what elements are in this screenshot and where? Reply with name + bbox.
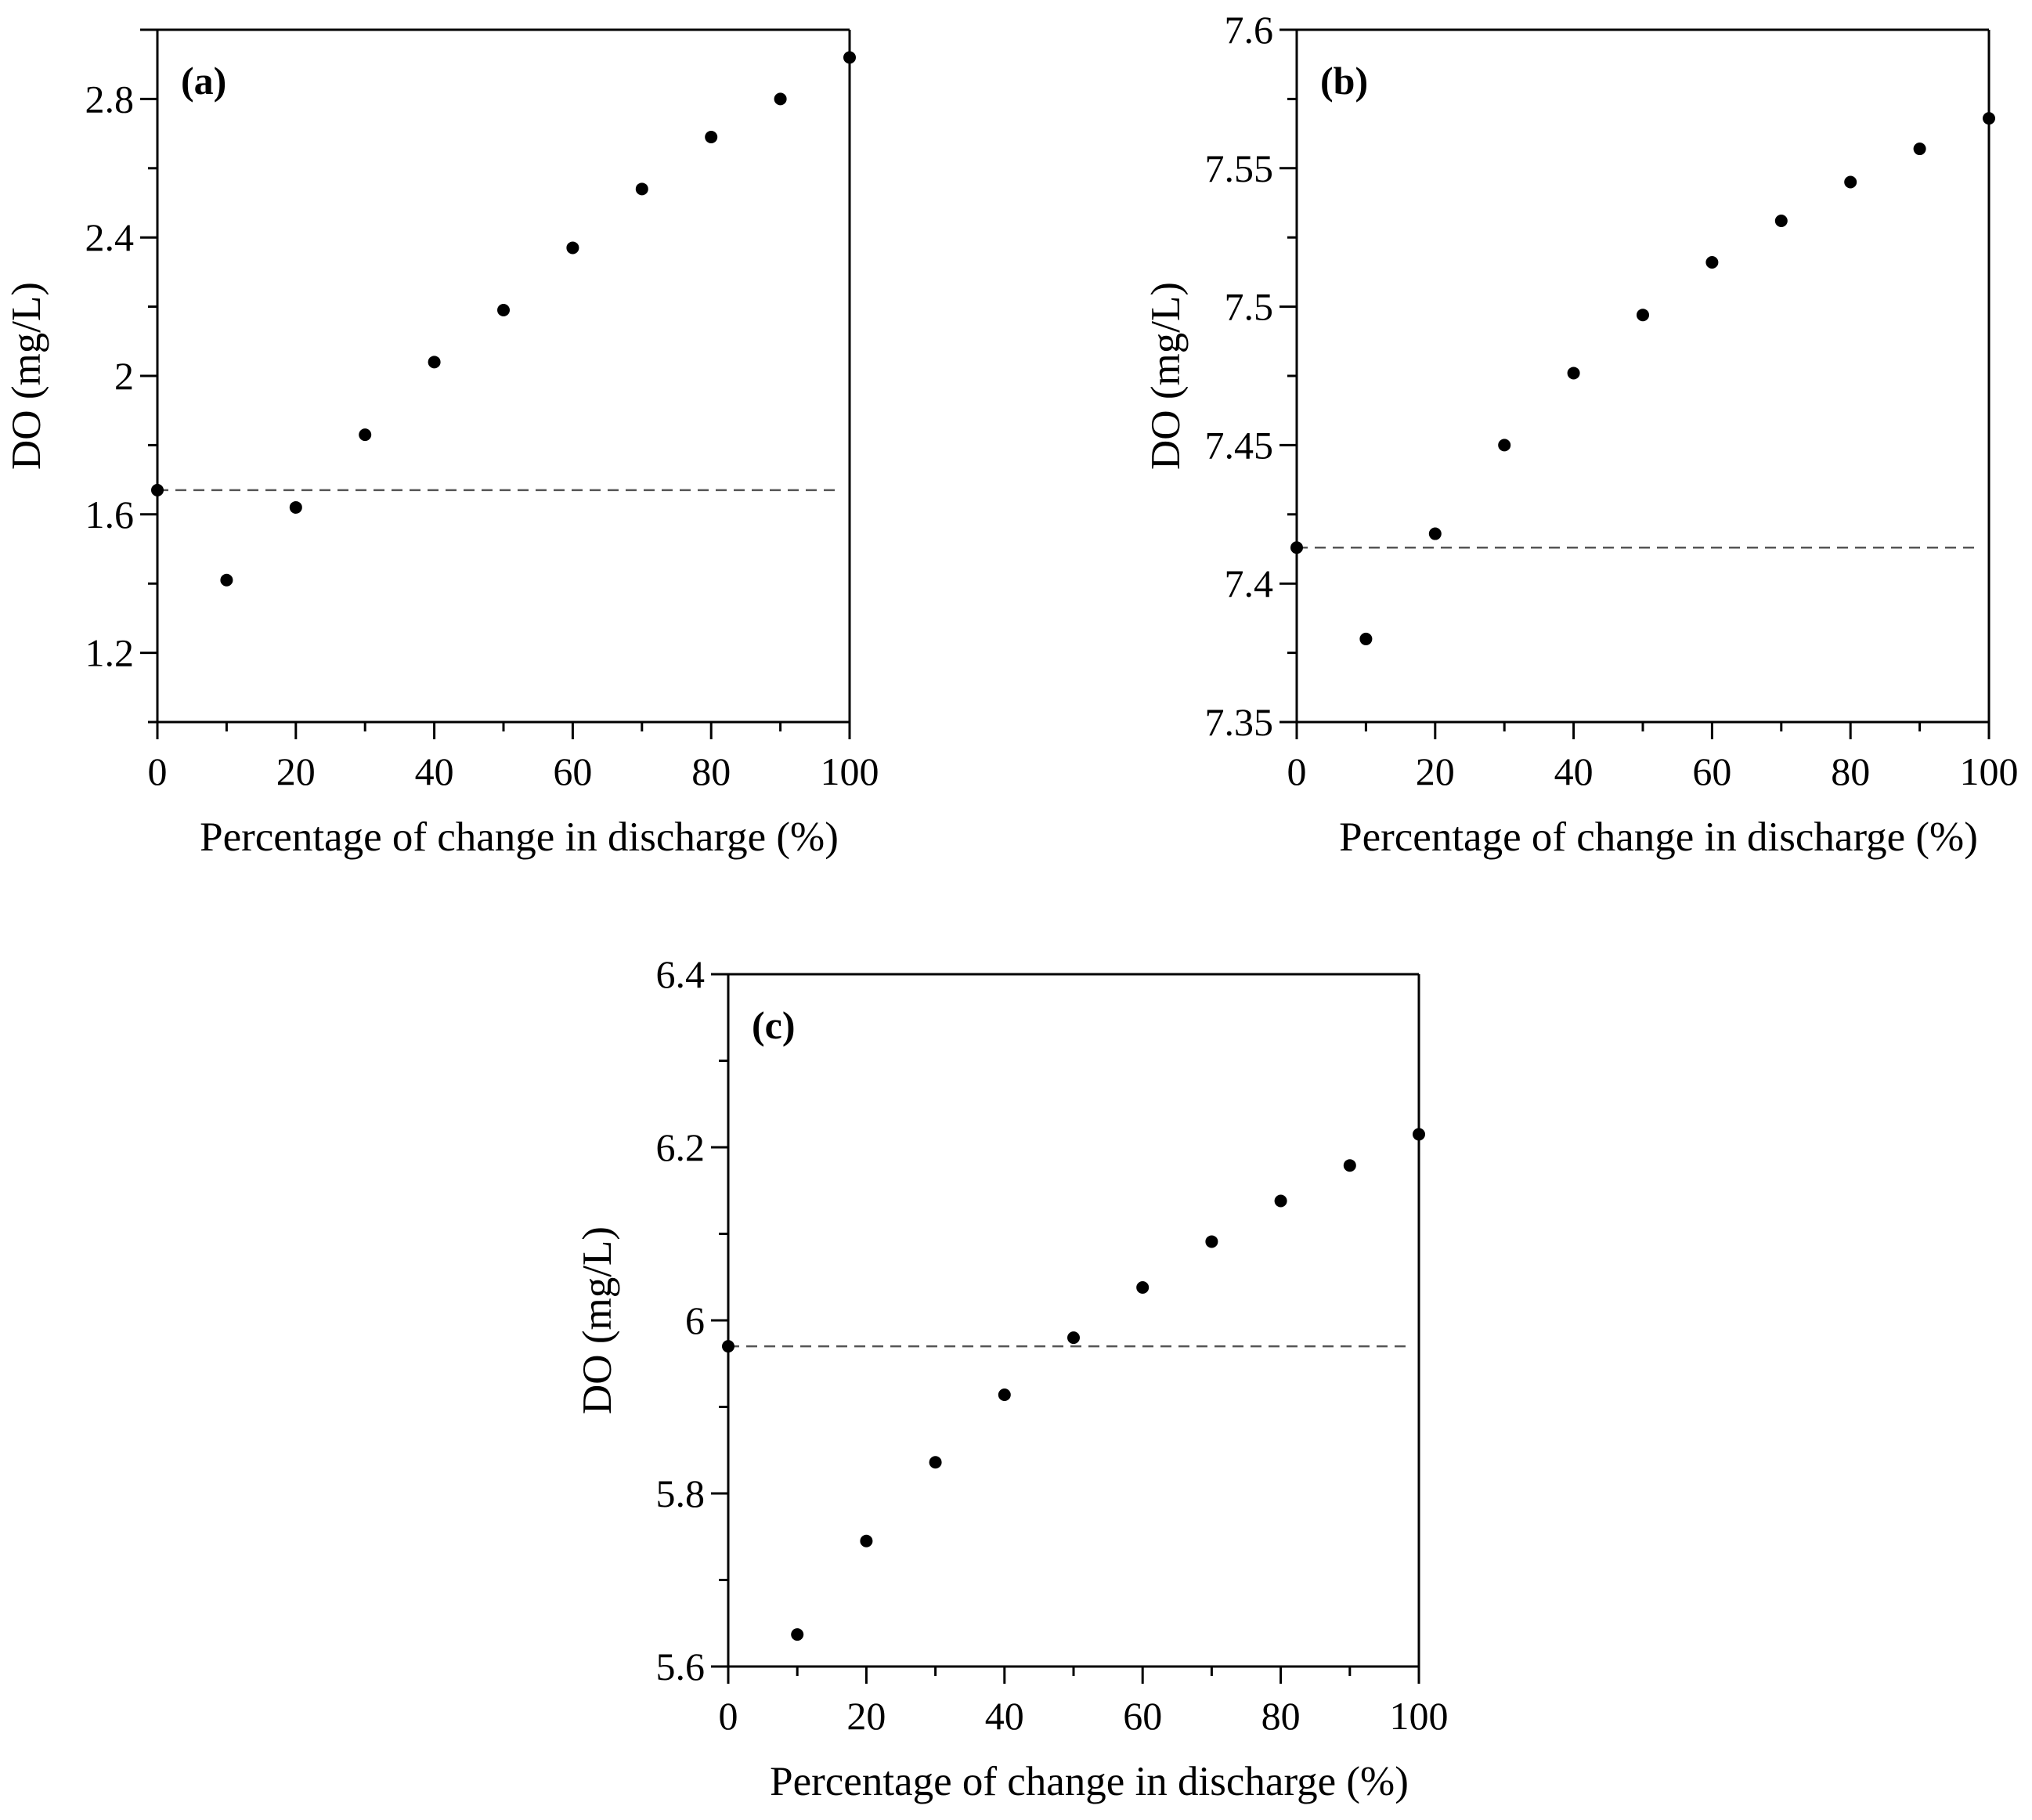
x-tick-label: 40 xyxy=(985,1694,1024,1738)
y-tick-label: 7.6 xyxy=(1225,8,1274,52)
x-tick-label: 100 xyxy=(821,749,879,793)
data-point xyxy=(1567,367,1580,380)
x-tick-label: 100 xyxy=(1390,1694,1449,1738)
y-axis-title: DO (mg/L) xyxy=(4,282,49,470)
y-tick-label: 7.45 xyxy=(1205,423,1274,467)
x-tick-label: 0 xyxy=(719,1694,738,1738)
panel-b: 7.35 7.4 7.45 7.5 7.55 7.6 0 20 40 60 80 100 Percent… xyxy=(1143,8,2019,860)
x-tick-label: 80 xyxy=(691,749,731,793)
y-tick-label: 7.55 xyxy=(1205,146,1274,190)
data-point xyxy=(151,483,164,497)
y-tick-label: 6.4 xyxy=(656,952,706,996)
data-point xyxy=(1067,1331,1080,1345)
data-point xyxy=(1774,214,1788,227)
x-tick-label: 20 xyxy=(846,1694,886,1738)
y-axis-title: DO (mg/L) xyxy=(575,1226,620,1414)
data-point xyxy=(289,500,302,514)
data-point xyxy=(998,1388,1011,1402)
panel-c: 5.6 5.8 6 6.2 6.4 0 20 40 60 80 100 Percentage of c… xyxy=(575,952,1449,1804)
data-point xyxy=(1205,1235,1218,1248)
y-tick-label: 1.2 xyxy=(85,631,135,675)
data-point xyxy=(1705,256,1719,269)
data-point xyxy=(1343,1159,1356,1172)
data-point xyxy=(428,356,441,369)
y-tick-label: 7.5 xyxy=(1225,285,1274,329)
y-tick-label: 7.35 xyxy=(1205,700,1274,744)
x-tick-label: 80 xyxy=(1831,749,1870,793)
data-point xyxy=(566,241,579,255)
y-tick-label: 1.6 xyxy=(85,493,135,536)
x-tick-label: 40 xyxy=(1554,749,1593,793)
x-tick-label: 60 xyxy=(1123,1694,1162,1738)
data-point xyxy=(220,573,233,587)
x-tick-label: 20 xyxy=(276,749,316,793)
data-point xyxy=(1136,1281,1150,1295)
x-tick-label: 20 xyxy=(1416,749,1455,793)
y-tick-label: 6 xyxy=(685,1298,705,1342)
y-tick-label: 5.8 xyxy=(656,1472,706,1515)
panel-a: 1.2 1.6 2 2.4 2.8 0 20 40 60 80 100 Percentage of c… xyxy=(4,28,879,860)
data-point xyxy=(1844,175,1857,189)
x-tick-label: 0 xyxy=(148,749,168,793)
y-tick-label: 6.2 xyxy=(656,1125,706,1169)
data-point xyxy=(929,1456,942,1469)
x-tick-label: 60 xyxy=(553,749,592,793)
data-point xyxy=(1428,527,1442,540)
y-tick-label: 7.4 xyxy=(1225,562,1274,605)
data-point xyxy=(1637,309,1649,322)
data-point xyxy=(860,1534,873,1547)
data-point xyxy=(1359,632,1373,645)
data-point xyxy=(635,182,648,196)
data-point xyxy=(705,131,718,144)
x-axis-title: Percentage of change in discharge (%) xyxy=(200,814,839,860)
panel-label: (b) xyxy=(1320,59,1368,103)
x-tick-label: 60 xyxy=(1692,749,1731,793)
data-point xyxy=(774,92,787,106)
data-point xyxy=(359,428,372,442)
data-point xyxy=(1274,1194,1287,1208)
data-point xyxy=(1913,143,1926,156)
data-point xyxy=(722,1340,734,1353)
data-point xyxy=(1983,112,1995,125)
panel-label: (c) xyxy=(752,1003,796,1047)
x-axis-title: Percentage of change in discharge (%) xyxy=(1339,814,1978,860)
data-point xyxy=(1413,1128,1425,1141)
data-point xyxy=(1498,439,1511,452)
y-tick-label: 2 xyxy=(114,354,134,398)
data-point xyxy=(843,51,856,64)
y-tick-label: 5.6 xyxy=(656,1645,706,1688)
data-point xyxy=(791,1628,804,1641)
x-axis-title: Percentage of change in discharge (%) xyxy=(770,1759,1409,1804)
x-tick-label: 0 xyxy=(1287,749,1307,793)
data-point xyxy=(1290,541,1303,554)
y-tick-label: 2.8 xyxy=(85,77,135,121)
y-tick-label: 2.4 xyxy=(85,215,135,259)
panel-label: (a) xyxy=(181,59,226,103)
y-axis-title: DO (mg/L) xyxy=(1143,282,1189,470)
x-tick-label: 80 xyxy=(1261,1694,1301,1738)
data-point xyxy=(497,304,510,317)
x-tick-label: 100 xyxy=(1960,749,2019,793)
x-tick-label: 40 xyxy=(415,749,454,793)
